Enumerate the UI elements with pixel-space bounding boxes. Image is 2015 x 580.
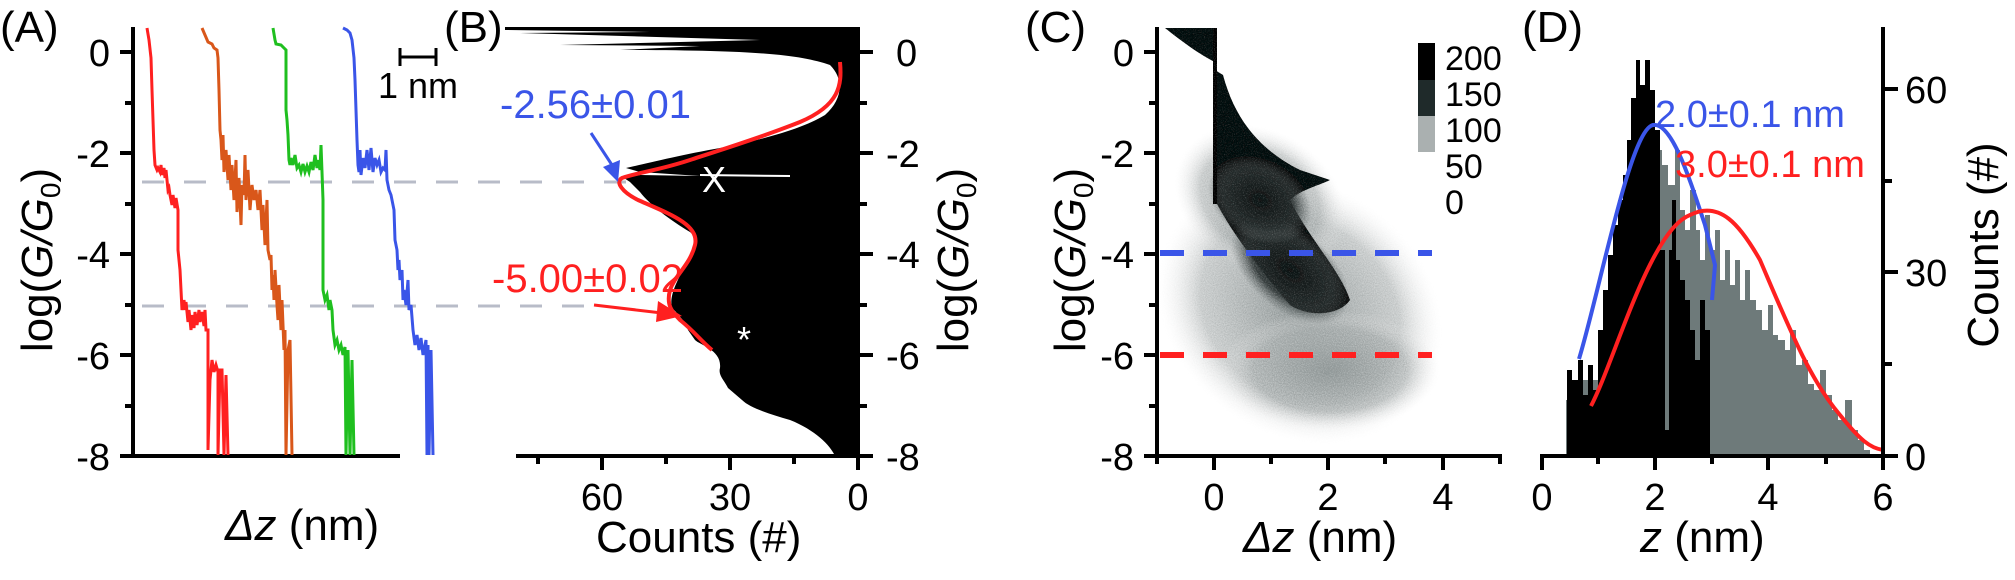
- panel-a-x-title: Δz (nm): [224, 501, 379, 550]
- svg-text:log(G/G0): log(G/G0): [929, 168, 982, 352]
- svg-text:-6: -6: [886, 336, 920, 378]
- panel-d-fit-red: [1589, 208, 1884, 452]
- panel-a-trace-blue: [342, 26, 435, 456]
- scalebar-label: 1 nm: [378, 65, 458, 106]
- panel-b-y-ticks: [858, 50, 873, 458]
- svg-text:-2: -2: [76, 134, 110, 176]
- panel-a-trace-green: [271, 27, 356, 456]
- panel-b-marker-star: *: [737, 319, 751, 360]
- panel-d-y-ticks: [1883, 87, 1898, 458]
- panel-d-label: (D): [1522, 3, 1583, 52]
- panel-b-y-title: log(G/G0): [929, 168, 982, 352]
- svg-text:-8: -8: [76, 437, 110, 479]
- panel-a-trace-orange: [200, 27, 294, 456]
- panel-c-y-ticks: [1144, 50, 1157, 458]
- panel-b-arrow-red: [593, 303, 663, 315]
- panel-b-x-tick-labels: 60 30 0: [581, 477, 869, 519]
- svg-text:-2: -2: [1100, 134, 1134, 176]
- svg-text:30: 30: [1905, 253, 1947, 295]
- panel-a: (A) 0 -2 -4 -6 -8 log(G/G0) Δz (nm): [0, 3, 660, 550]
- panel-c-x-tick-labels: 0 2 4: [1203, 477, 1453, 519]
- panel-b-x-title: Counts (#): [596, 513, 801, 562]
- svg-text:Counts (#): Counts (#): [1959, 142, 2008, 347]
- svg-text:-6: -6: [76, 336, 110, 378]
- panel-b-annotation-red: -5.00±0.02: [492, 257, 683, 301]
- panel-a-y-ticks: [120, 50, 133, 458]
- panel-c-x-title: Δz (nm): [1242, 513, 1397, 562]
- panel-b-y-tick-labels: 0 -2 -4 -6 -8: [886, 33, 920, 479]
- svg-text:-6: -6: [1100, 336, 1134, 378]
- svg-text:-4: -4: [76, 235, 110, 277]
- panel-d-x-title: z (nm): [1639, 513, 1765, 562]
- svg-text:150: 150: [1445, 76, 1502, 114]
- panel-c: (C): [1025, 3, 1502, 562]
- panel-a-scalebar: 1 nm: [378, 48, 458, 106]
- panel-d-annotation-red: 3.0±0.1 nm: [1675, 144, 1865, 186]
- panel-a-trace-red: [145, 27, 230, 456]
- svg-text:4: 4: [1757, 477, 1778, 519]
- panel-a-y-tick-labels: 0 -2 -4 -6 -8: [76, 33, 110, 479]
- svg-text:50: 50: [1445, 148, 1483, 186]
- panel-c-heatmap: [1157, 28, 1443, 444]
- panel-d-y-title: Counts (#): [1959, 142, 2008, 347]
- panel-b-x-ticks: [536, 456, 860, 470]
- svg-text:0: 0: [1203, 477, 1224, 519]
- panel-c-label: (C): [1025, 3, 1086, 52]
- svg-text:200: 200: [1445, 40, 1502, 78]
- svg-text:0: 0: [89, 33, 110, 75]
- svg-text:0: 0: [1445, 184, 1464, 222]
- panel-b-streak: [699, 174, 791, 177]
- svg-text:0: 0: [896, 33, 917, 75]
- panel-b-fit-curve: [617, 61, 843, 352]
- panel-b-histogram: [505, 27, 858, 456]
- svg-text:60: 60: [1905, 70, 1947, 112]
- svg-text:-4: -4: [886, 235, 920, 277]
- panel-d-x-tick-labels: 0 2 4 6: [1531, 477, 1893, 519]
- panel-c-x-ticks: [1155, 456, 1502, 470]
- panel-d-black-histogram: [1567, 60, 1710, 456]
- panel-b-label: (B): [444, 3, 503, 52]
- svg-text:log(G/G0): log(G/G0): [13, 168, 66, 352]
- svg-text:0: 0: [1905, 437, 1926, 479]
- panel-c-y-tick-labels: 0 -2 -4 -6 -8: [1100, 33, 1134, 479]
- panel-d-fit-blue: [1577, 123, 1718, 360]
- svg-text:2: 2: [1644, 477, 1665, 519]
- panel-c-y-title: log(G/G0): [1046, 168, 1099, 352]
- svg-text:0: 0: [1113, 33, 1134, 75]
- panel-c-colorbar: 200 150 100 50 0: [1418, 40, 1502, 222]
- panel-b-arrow-blue: [589, 132, 614, 166]
- svg-text:log(G/G0): log(G/G0): [1046, 168, 1099, 352]
- panel-d-annotation-blue: 2.0±0.1 nm: [1655, 94, 1845, 136]
- panel-d-y-tick-labels: 0 30 60: [1905, 70, 1947, 479]
- svg-text:-2: -2: [886, 134, 920, 176]
- panel-b-annotation-blue: -2.56±0.01: [500, 83, 691, 127]
- panel-a-label: (A): [0, 3, 59, 52]
- svg-text:0: 0: [847, 477, 868, 519]
- svg-text:2: 2: [1317, 477, 1338, 519]
- svg-text:6: 6: [1872, 477, 1893, 519]
- svg-text:-8: -8: [1100, 437, 1134, 479]
- panel-b-arrowhead-blue: [603, 160, 620, 182]
- svg-text:4: 4: [1432, 477, 1453, 519]
- panel-d-x-ticks: [1540, 456, 1885, 470]
- panel-b-marker-x: X: [702, 159, 726, 200]
- svg-text:100: 100: [1445, 112, 1502, 150]
- panel-b: (B) -2.56±0.01 -5.00±0.02 X * 60 30: [444, 3, 982, 562]
- svg-text:30: 30: [709, 477, 751, 519]
- panel-a-y-title: log(G/G0): [13, 168, 66, 352]
- svg-text:60: 60: [581, 477, 623, 519]
- svg-text:-4: -4: [1100, 235, 1134, 277]
- panel-d: (D) 2.0±0.1 nm 3.0±0.1 nm 0 2 4 6: [1522, 3, 2008, 562]
- svg-text:-8: -8: [886, 437, 920, 479]
- svg-text:0: 0: [1531, 477, 1552, 519]
- panel-b-arrowhead-red: [656, 301, 682, 322]
